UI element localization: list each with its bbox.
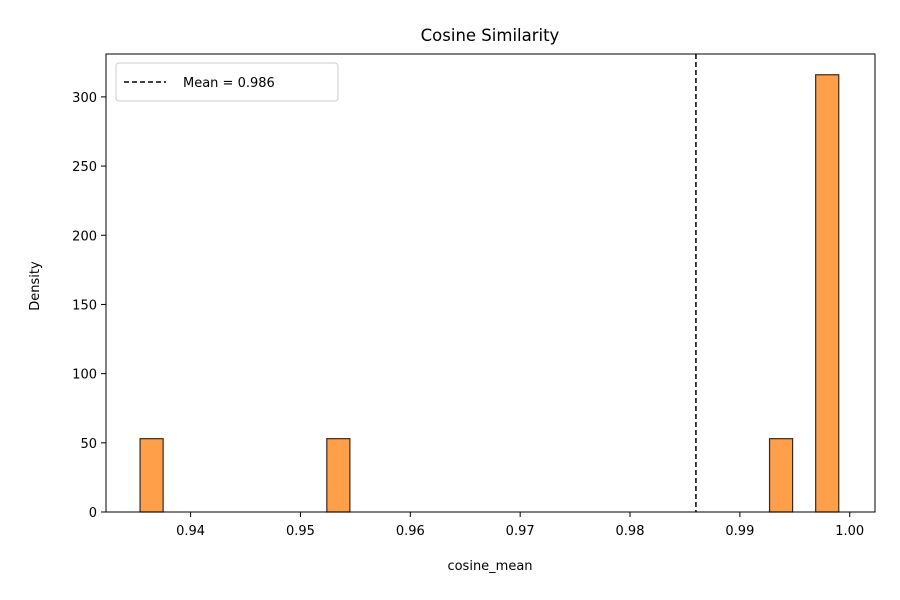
plot-frame — [105, 53, 876, 513]
legend: Mean = 0.986 — [115, 62, 339, 102]
bars-group — [139, 74, 840, 513]
histogram-bar-2 — [768, 438, 794, 513]
histogram-bar-3 — [815, 74, 840, 513]
chart-title: Cosine Similarity — [421, 26, 560, 45]
y-axis-ticks: 0 50 100 150 200 250 300 — [72, 91, 106, 521]
histogram-bar-1 — [326, 438, 351, 513]
histogram-bar-0 — [139, 438, 164, 513]
x-tick-label-5: 0.99 — [725, 524, 754, 539]
y-axis-label: Density — [28, 261, 43, 311]
x-tick-label-4: 0.98 — [616, 524, 645, 539]
x-tick-label-1: 0.95 — [286, 524, 315, 539]
x-axis-ticks: 0.94 0.95 0.96 0.97 0.98 0.99 1.00 — [176, 512, 864, 539]
x-axis-label: cosine_mean — [447, 559, 532, 574]
y-tick-label-0: 0 — [89, 506, 97, 521]
y-tick-label-3: 150 — [72, 298, 97, 313]
x-tick-label-3: 0.97 — [506, 524, 535, 539]
y-tick-label-5: 250 — [72, 160, 97, 175]
x-tick-label-6: 1.00 — [835, 524, 864, 539]
y-tick-label-1: 50 — [80, 437, 97, 452]
y-tick-label-6: 300 — [72, 91, 97, 106]
y-tick-label-4: 200 — [72, 229, 97, 244]
legend-mean-label: Mean = 0.986 — [183, 76, 275, 91]
x-tick-label-2: 0.96 — [396, 524, 425, 539]
legend-box — [115, 62, 339, 102]
x-tick-label-0: 0.94 — [176, 524, 205, 539]
y-tick-label-2: 100 — [72, 368, 97, 383]
